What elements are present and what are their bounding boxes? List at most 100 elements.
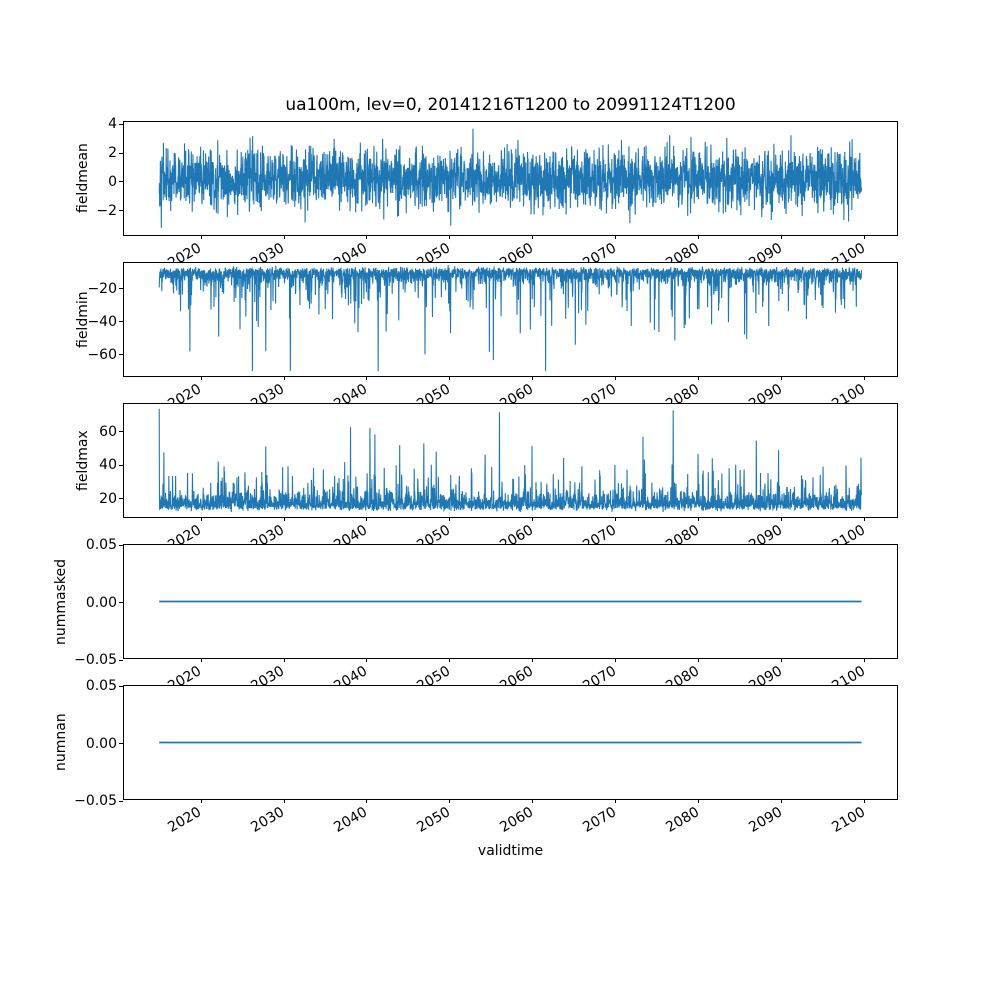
- y-tick-mark: [119, 464, 123, 466]
- x-tick-mark: [532, 235, 534, 239]
- x-tick-label: 2050: [414, 804, 454, 836]
- x-tick-mark: [532, 376, 534, 380]
- y-tick-mark: [119, 685, 123, 687]
- x-tick-mark: [200, 658, 202, 662]
- y-tick-label: 0: [108, 173, 117, 190]
- subplot-fieldmean: fieldmean 4 2 0 −2 2020 2030 2040 2050 2060 2070 2…: [75, 117, 898, 272]
- y-tick-label: 0.05: [85, 678, 117, 694]
- y-tick-label: −40: [87, 313, 117, 330]
- x-tick-mark: [449, 235, 451, 239]
- x-tick-label: 2040: [331, 804, 371, 836]
- x-tick-mark: [780, 376, 782, 380]
- x-tick-mark: [366, 235, 368, 239]
- x-tick-mark: [366, 658, 368, 662]
- x-tick-mark: [200, 517, 202, 521]
- x-tick-mark: [863, 376, 865, 380]
- y-axis-label-fieldmean: fieldmean: [75, 143, 91, 214]
- y-tick-mark: [119, 431, 123, 433]
- y-tick-label: 0.00: [85, 735, 117, 752]
- y-tick-label: −2: [96, 202, 117, 219]
- y-tick-mark: [119, 743, 123, 744]
- y-tick-mark: [119, 354, 123, 356]
- fieldmean-line-series: [124, 122, 897, 235]
- numnan-line-series: [124, 686, 897, 799]
- y-tick-label: 4: [108, 116, 117, 133]
- chart-title: ua100m, lev=0, 20141216T1200 to 20991124…: [285, 95, 736, 115]
- x-tick-label: 2070: [580, 804, 619, 836]
- x-tick-mark: [780, 235, 782, 239]
- x-tick-label: 2060: [497, 804, 537, 836]
- x-tick-mark: [283, 235, 285, 239]
- subplot-numnan: numnan 0.05 0.00 −0.05 2020 2030 2040 2050 2060…: [53, 679, 898, 836]
- x-tick-mark: [283, 799, 285, 803]
- y-tick-label: −60: [87, 346, 117, 363]
- x-tick-mark: [615, 235, 616, 239]
- y-tick-mark: [119, 288, 123, 289]
- x-tick-mark: [697, 658, 699, 662]
- x-tick-mark: [366, 376, 368, 380]
- x-tick-mark: [697, 799, 699, 803]
- x-tick-mark: [780, 658, 782, 662]
- y-axis-label-nummasked: nummasked: [53, 558, 69, 645]
- x-tick-mark: [697, 376, 699, 380]
- x-axis-label: validtime: [477, 843, 544, 859]
- y-tick-label: −0.05: [74, 793, 117, 809]
- nummasked-line-series: [124, 545, 897, 658]
- x-tick-mark: [863, 799, 865, 803]
- x-tick-mark: [615, 517, 616, 521]
- fieldmin-line-series: [124, 263, 897, 376]
- y-tick-label: 0.00: [85, 594, 117, 611]
- y-axis-label-fieldmax: fieldmax: [75, 430, 91, 491]
- y-tick-mark: [119, 498, 123, 500]
- x-tick-mark: [615, 658, 616, 662]
- x-tick-mark: [697, 235, 699, 239]
- y-tick-mark: [119, 544, 123, 546]
- x-tick-mark: [200, 799, 202, 803]
- x-tick-mark: [780, 517, 782, 521]
- y-tick-label: −20: [87, 280, 117, 297]
- x-tick-label: 2090: [745, 804, 785, 836]
- x-tick-mark: [283, 376, 285, 380]
- x-tick-mark: [780, 799, 782, 803]
- y-tick-mark: [119, 210, 123, 212]
- x-tick-mark: [366, 799, 368, 803]
- y-tick-label: 2: [108, 145, 117, 161]
- subplot-fieldmin: fieldmin −20 −40 −60 2020 2030 2040 2050 2060 20…: [75, 262, 898, 413]
- x-tick-mark: [697, 517, 699, 521]
- x-tick-mark: [615, 376, 616, 380]
- x-tick-mark: [449, 376, 451, 380]
- y-tick-mark: [119, 123, 123, 125]
- y-tick-label: 40: [99, 457, 117, 474]
- y-tick-label: 0.05: [85, 537, 117, 553]
- x-tick-label: 2030: [248, 804, 288, 836]
- y-tick-mark: [119, 602, 123, 603]
- x-tick-mark: [200, 235, 202, 239]
- y-tick-mark: [119, 800, 123, 802]
- y-axis-label-numnan: numnan: [53, 713, 69, 772]
- x-tick-mark: [863, 517, 865, 521]
- y-tick-mark: [119, 152, 123, 154]
- x-tick-mark: [449, 799, 451, 803]
- x-tick-mark: [615, 799, 616, 803]
- x-tick-mark: [863, 658, 865, 662]
- y-tick-mark: [119, 659, 123, 661]
- x-tick-label: 2100: [828, 804, 868, 836]
- x-tick-mark: [863, 235, 865, 239]
- y-tick-label: 20: [99, 490, 117, 507]
- subplot-nummasked: nummasked 0.05 0.00 −0.05 2020 2030 2040 2050 2…: [53, 538, 898, 695]
- x-tick-mark: [200, 376, 202, 380]
- x-tick-mark: [449, 517, 451, 521]
- fieldmax-line-series: [124, 404, 897, 517]
- subplot-fieldmax: fieldmax 60 40 20 2020 2030 2040 2050 2060 2070 2…: [75, 403, 898, 554]
- x-tick-label: 2020: [165, 804, 205, 836]
- x-tick-mark: [366, 517, 368, 521]
- x-tick-mark: [532, 658, 534, 662]
- x-tick-label: 2080: [663, 804, 702, 836]
- x-tick-mark: [449, 658, 451, 662]
- x-tick-mark: [283, 658, 285, 662]
- y-tick-label: −0.05: [74, 652, 117, 668]
- y-tick-mark: [119, 181, 123, 183]
- y-tick-label: 60: [99, 423, 117, 440]
- x-tick-mark: [532, 517, 534, 521]
